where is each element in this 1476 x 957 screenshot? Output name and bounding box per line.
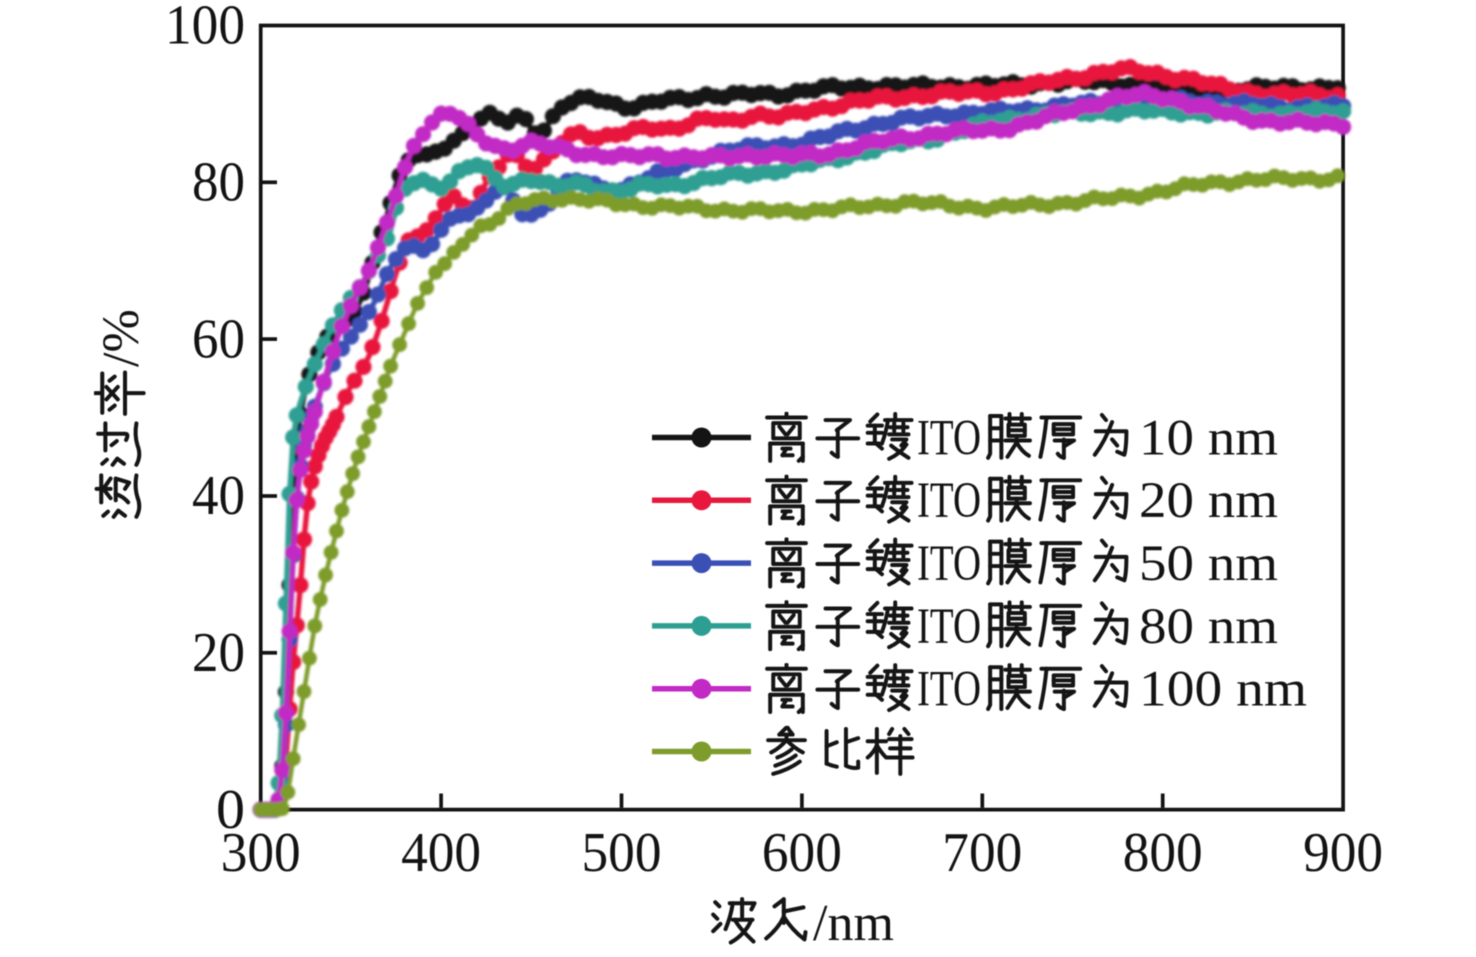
svg-text:50 nm: 50 nm — [1139, 536, 1278, 592]
svg-text:100: 100 — [165, 0, 245, 57]
svg-text:ITO: ITO — [917, 662, 981, 718]
svg-text:20: 20 — [192, 622, 245, 684]
svg-text:100 nm: 100 nm — [1139, 662, 1307, 718]
svg-text:400: 400 — [401, 822, 481, 884]
svg-text:300: 300 — [221, 822, 301, 884]
svg-text:ITO: ITO — [917, 536, 981, 592]
svg-text:ITO: ITO — [917, 599, 981, 655]
svg-text:900: 900 — [1303, 822, 1383, 884]
svg-text:40: 40 — [192, 465, 245, 527]
svg-text:20 nm: 20 nm — [1139, 473, 1278, 529]
svg-text:600: 600 — [762, 822, 842, 884]
svg-text:500: 500 — [582, 822, 662, 884]
svg-text:/nm: /nm — [813, 895, 894, 952]
svg-text:0: 0 — [216, 779, 245, 841]
svg-text:10 nm: 10 nm — [1139, 410, 1278, 466]
svg-text:80 nm: 80 nm — [1139, 599, 1278, 655]
svg-text:700: 700 — [942, 822, 1022, 884]
svg-text:800: 800 — [1123, 822, 1203, 884]
svg-text:ITO: ITO — [917, 410, 981, 466]
svg-text:ITO: ITO — [917, 473, 981, 529]
svg-text:/%: /% — [93, 309, 150, 367]
svg-text:80: 80 — [192, 152, 245, 214]
svg-text:60: 60 — [192, 308, 245, 370]
